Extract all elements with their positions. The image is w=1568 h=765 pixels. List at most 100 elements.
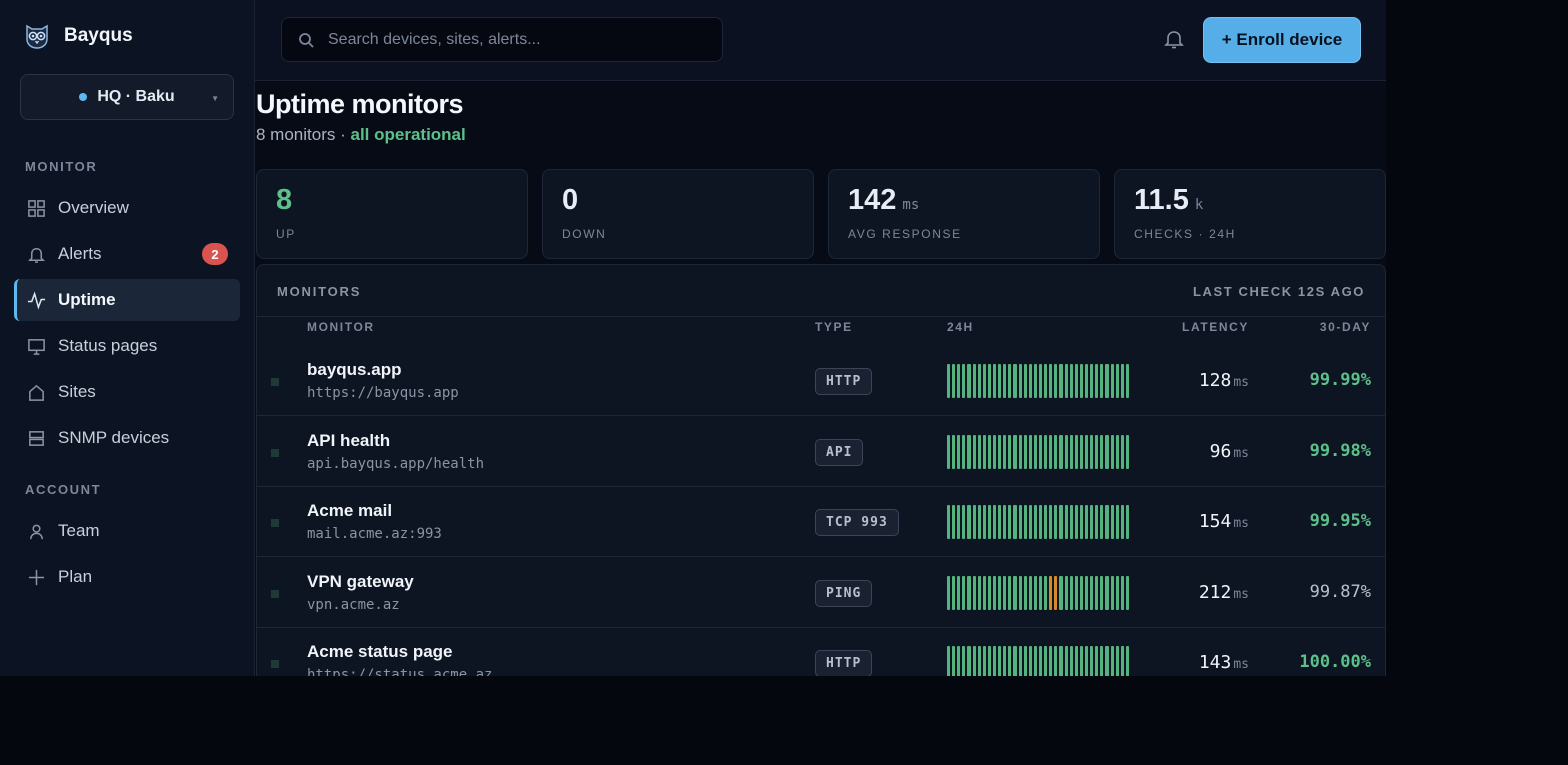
uptime-bar-ok[interactable]: [1003, 434, 1007, 469]
uptime-bar-ok[interactable]: [1018, 364, 1022, 398]
uptime-bar-ok[interactable]: [1018, 646, 1022, 676]
uptime-bar-ok[interactable]: [992, 575, 997, 610]
uptime-bar-ok[interactable]: [998, 364, 1002, 398]
uptime-bar-ok[interactable]: [952, 364, 956, 398]
uptime-bar-ok[interactable]: [1125, 364, 1129, 398]
sidebar-item-overview[interactable]: Overview: [14, 187, 240, 229]
uptime-bar-ok[interactable]: [1054, 434, 1058, 469]
uptime-bar-ok[interactable]: [982, 505, 986, 539]
site-selector[interactable]: HQ · Baku ▼: [20, 74, 234, 120]
uptime-bar-ok[interactable]: [998, 505, 1002, 539]
uptime-bar-ok[interactable]: [982, 575, 986, 610]
uptime-bar-ok[interactable]: [1069, 505, 1073, 539]
table-row[interactable]: VPN gateway vpn.acme.az PING 212 ms 99.87%: [257, 558, 1385, 628]
uptime-bar-ok[interactable]: [967, 434, 971, 469]
uptime-bar-ok[interactable]: [1059, 434, 1063, 469]
uptime-bar-ok[interactable]: [1090, 505, 1094, 539]
uptime-bar-ok[interactable]: [947, 575, 951, 610]
uptime-bar-ok[interactable]: [1038, 505, 1043, 539]
uptime-bar-ok[interactable]: [1059, 575, 1063, 610]
uptime-bar-ok[interactable]: [992, 646, 997, 676]
uptime-bar-ok[interactable]: [1090, 434, 1094, 469]
uptime-bar-ok[interactable]: [1064, 575, 1068, 610]
uptime-bar-ok[interactable]: [977, 575, 981, 610]
uptime-bar-ok[interactable]: [977, 434, 981, 469]
uptime-bar-ok[interactable]: [1125, 646, 1129, 676]
uptime-bar-ok[interactable]: [1018, 505, 1022, 539]
uptime-bar-ok[interactable]: [1074, 434, 1078, 469]
uptime-bar-ok[interactable]: [957, 646, 961, 676]
monitor-name[interactable]: bayqus.app: [307, 360, 402, 379]
uptime-bar-ok[interactable]: [992, 505, 997, 539]
uptime-bar-ok[interactable]: [1110, 646, 1114, 676]
uptime-bar-ok[interactable]: [987, 646, 991, 676]
column-header-monitor[interactable]: MONITOR: [307, 320, 375, 334]
uptime-bar-ok[interactable]: [1074, 575, 1078, 610]
column-header-type[interactable]: TYPE: [815, 320, 853, 334]
uptime-bar-ok[interactable]: [1023, 364, 1027, 398]
uptime-bar-ok[interactable]: [1064, 364, 1068, 398]
uptime-bar-ok[interactable]: [1054, 505, 1058, 539]
uptime-bar-ok[interactable]: [1125, 505, 1129, 539]
uptime-bar-ok[interactable]: [972, 575, 976, 610]
uptime-bar-ok[interactable]: [1033, 505, 1037, 539]
uptime-bar-ok[interactable]: [1079, 434, 1083, 469]
sidebar-item-alerts[interactable]: Alerts 2: [14, 233, 240, 275]
uptime-bar-ok[interactable]: [1028, 364, 1032, 398]
uptime-bar-ok[interactable]: [1110, 505, 1114, 539]
uptime-bar-ok[interactable]: [1105, 505, 1109, 539]
column-header-latency[interactable]: LATENCY: [1182, 320, 1249, 334]
uptime-bar-ok[interactable]: [1120, 364, 1124, 398]
uptime-bar-ok[interactable]: [1003, 364, 1007, 398]
uptime-bar-ok[interactable]: [1079, 364, 1083, 398]
uptime-bar-ok[interactable]: [1084, 646, 1089, 676]
uptime-bar-ok[interactable]: [1105, 364, 1109, 398]
uptime-bar-ok[interactable]: [1028, 646, 1032, 676]
uptime-bar-ok[interactable]: [1115, 364, 1119, 398]
uptime-bar-ok[interactable]: [967, 364, 971, 398]
uptime-bar-ok[interactable]: [1054, 364, 1058, 398]
uptime-bar-ok[interactable]: [1079, 575, 1083, 610]
uptime-bar-ok[interactable]: [1105, 575, 1109, 610]
uptime-bar-ok[interactable]: [957, 575, 961, 610]
monitor-name[interactable]: VPN gateway: [307, 571, 414, 591]
uptime-bar-ok[interactable]: [1095, 575, 1099, 610]
uptime-bar-ok[interactable]: [957, 364, 961, 398]
uptime-bar-ok[interactable]: [1023, 575, 1027, 610]
sidebar-item-plan[interactable]: Plan: [14, 556, 240, 598]
uptime-bar-ok[interactable]: [1084, 505, 1089, 539]
uptime-bar-ok[interactable]: [947, 364, 951, 398]
uptime-bar-ok[interactable]: [1003, 505, 1007, 539]
enroll-device-button[interactable]: + Enroll device: [1203, 17, 1361, 63]
uptime-bar-ok[interactable]: [1110, 575, 1114, 610]
uptime-bar-ok[interactable]: [1054, 646, 1058, 676]
uptime-bar-ok[interactable]: [1044, 646, 1048, 676]
uptime-bar-ok[interactable]: [1095, 505, 1099, 539]
uptime-bar-ok[interactable]: [1049, 434, 1053, 469]
uptime-bar-ok[interactable]: [1090, 646, 1094, 676]
uptime-bar-ok[interactable]: [972, 646, 976, 676]
uptime-bar-ok[interactable]: [1095, 434, 1099, 469]
uptime-bar-ok[interactable]: [1008, 575, 1012, 610]
uptime-bar-ok[interactable]: [957, 505, 961, 539]
uptime-bar-ok[interactable]: [977, 505, 981, 539]
uptime-bar-ok[interactable]: [967, 646, 971, 676]
uptime-bar-ok[interactable]: [1023, 434, 1027, 469]
uptime-bar-ok[interactable]: [947, 434, 951, 469]
uptime-bar-ok[interactable]: [1023, 505, 1027, 539]
uptime-bar-ok[interactable]: [998, 434, 1002, 469]
uptime-bar-degraded[interactable]: [1054, 575, 1058, 610]
uptime-bar-ok[interactable]: [1095, 646, 1099, 676]
uptime-bar-ok[interactable]: [947, 646, 951, 676]
uptime-bar-ok[interactable]: [1018, 434, 1022, 469]
uptime-bar-ok[interactable]: [1115, 575, 1119, 610]
uptime-bar-ok[interactable]: [967, 575, 971, 610]
uptime-bar-ok[interactable]: [1008, 505, 1012, 539]
row-select-checkbox[interactable]: [271, 378, 279, 386]
uptime-bar-ok[interactable]: [1044, 505, 1048, 539]
uptime-bar-ok[interactable]: [1044, 575, 1048, 610]
uptime-bar-ok[interactable]: [962, 646, 966, 676]
uptime-bar-ok[interactable]: [1120, 505, 1124, 539]
uptime-bar-ok[interactable]: [1100, 575, 1104, 610]
uptime-bar-ok[interactable]: [947, 505, 951, 539]
